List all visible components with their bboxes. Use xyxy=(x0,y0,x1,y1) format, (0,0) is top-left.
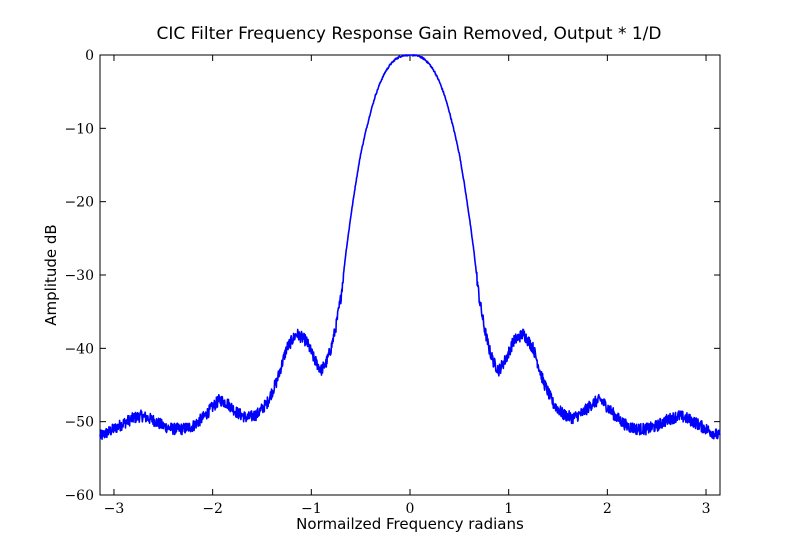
x-tick-label: 0 xyxy=(406,501,415,517)
y-axis-label: Amplitude dB xyxy=(42,224,60,325)
x-tick-label: 2 xyxy=(603,501,612,517)
y-tick-label: −30 xyxy=(64,268,94,284)
x-tick-label: 3 xyxy=(702,501,711,517)
y-tick-label: −60 xyxy=(64,488,94,504)
x-axis-ticks: −3 −2 −1 0 1 2 3 xyxy=(104,55,711,517)
x-tick-label: −1 xyxy=(301,501,322,517)
series-group xyxy=(99,54,721,440)
x-tick-label: −3 xyxy=(104,501,125,517)
x-tick-label: 1 xyxy=(504,501,513,517)
series-line-0 xyxy=(99,54,721,440)
x-tick-label: −2 xyxy=(202,501,223,517)
x-axis-label: Normailzed Frequency radians xyxy=(296,515,524,533)
y-tick-label: −10 xyxy=(64,121,94,137)
chart-title: CIC Filter Frequency Response Gain Remov… xyxy=(156,24,661,44)
y-axis-ticks: 0 −10 −20 −30 −40 −50 −60 xyxy=(64,48,720,504)
y-tick-label: −40 xyxy=(64,341,94,357)
y-tick-label: −20 xyxy=(64,195,94,211)
y-tick-label: −50 xyxy=(64,415,94,431)
y-tick-label: 0 xyxy=(85,48,94,64)
